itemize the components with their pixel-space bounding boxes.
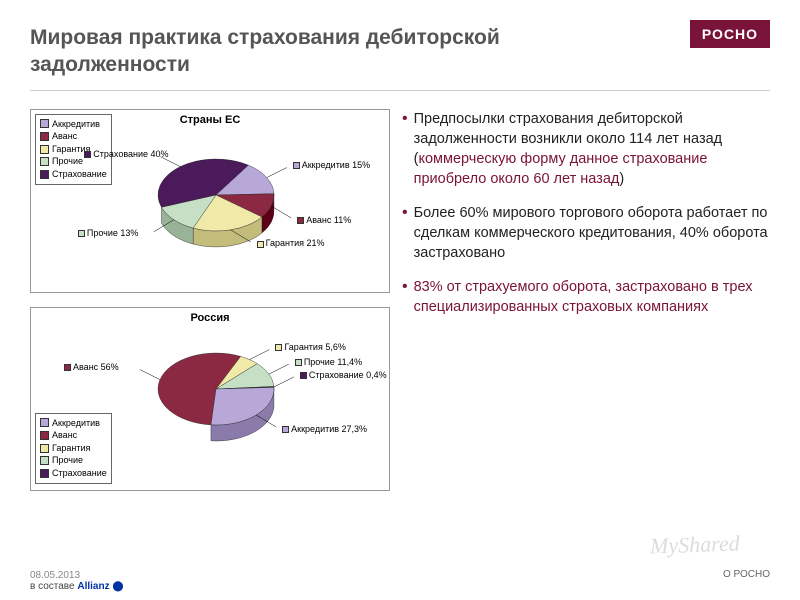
brand-logo: РОСНО (690, 20, 770, 48)
bullet-item: •83% от страхуемого оборота, застрахован… (402, 277, 770, 317)
pie-slice-label: Страхование 40% (84, 149, 168, 159)
legend-swatch (40, 431, 49, 440)
legend-swatch (40, 418, 49, 427)
chart-eu: Страны ЕС АккредитивАвансГарантияПрочиеС… (30, 109, 390, 293)
chart-eu-pie (151, 140, 281, 270)
bullet-text: Предпосылки страхования дебиторской задо… (414, 109, 770, 189)
footer-brand-prefix: в составе (30, 581, 77, 592)
bullet-text: 83% от страхуемого оборота, застраховано… (414, 277, 770, 317)
slide: РОСНО Мировая практика страхования дебит… (0, 0, 800, 600)
legend-item: Страхование (40, 467, 107, 480)
legend-item: Аванс (40, 130, 107, 143)
legend-swatch (40, 119, 49, 128)
bullet-item: •Предпосылки страхования дебиторской зад… (402, 109, 770, 189)
pie-slice-label: Аккредитив 15% (293, 160, 370, 170)
legend-label: Прочие (52, 454, 83, 467)
legend-item: Страхование (40, 168, 107, 181)
legend-item: Аккредитив (40, 417, 107, 430)
legend-label: Гарантия (52, 442, 90, 455)
pie-slice-label: Гарантия 21% (257, 238, 325, 248)
bullet-dot: • (402, 203, 408, 263)
pie-slice-label: Аванс 11% (297, 215, 351, 225)
chart-russia-title: Россия (35, 312, 385, 324)
pie-slice-label: Гарантия 5,6% (275, 342, 345, 352)
pie-slice-label: Прочие 13% (78, 228, 139, 238)
legend-item: Гарантия (40, 442, 107, 455)
footer-brand-name: Allianz (77, 581, 109, 592)
legend-item: Прочие (40, 454, 107, 467)
legend-swatch (40, 132, 49, 141)
bullet-text: Более 60% мирового торгового оборота раб… (414, 203, 770, 263)
legend-swatch (40, 456, 49, 465)
bullet-item: •Более 60% мирового торгового оборота ра… (402, 203, 770, 263)
chart-russia: Россия АккредитивАвансГарантияПрочиеСтра… (30, 307, 390, 491)
legend-label: Аккредитив (52, 417, 100, 430)
legend-label: Аккредитив (52, 118, 100, 131)
bullet-dot: • (402, 277, 408, 317)
legend-swatch (40, 145, 49, 154)
chart-russia-pie (151, 334, 281, 464)
legend-swatch (40, 444, 49, 453)
footer: 08.05.2013 в составе Allianz ⬤ (30, 570, 770, 592)
legend-swatch (40, 170, 49, 179)
legend-swatch (40, 469, 49, 478)
legend-label: Аванс (52, 130, 77, 143)
footer-date: 08.05.2013 (30, 570, 124, 581)
title-underline (30, 90, 770, 91)
bullets-column: •Предпосылки страхования дебиторской зад… (402, 109, 770, 491)
legend-item: Аккредитив (40, 118, 107, 131)
legend-label: Страхование (52, 467, 107, 480)
pie-slice-label: Аванс 56% (64, 362, 119, 372)
legend-swatch (40, 157, 49, 166)
page-title: Мировая практика страхования дебиторской… (30, 24, 530, 79)
chart-russia-legend: АккредитивАвансГарантияПрочиеСтрахование (35, 413, 112, 484)
footer-brand: в составе Allianz ⬤ (30, 581, 124, 592)
legend-label: Аванс (52, 429, 77, 442)
pie-slice-label: Страхование 0,4% (300, 370, 387, 380)
pie-slice-label: Прочие 11,4% (295, 357, 362, 367)
charts-column: Страны ЕС АккредитивАвансГарантияПрочиеС… (30, 109, 390, 491)
pie-slice-label: Аккредитив 27,3% (282, 424, 367, 434)
watermark: MyShared (650, 530, 740, 559)
content-row: Страны ЕС АккредитивАвансГарантияПрочиеС… (30, 109, 770, 491)
legend-label: Прочие (52, 155, 83, 168)
bullet-dot: • (402, 109, 408, 189)
legend-item: Аванс (40, 429, 107, 442)
legend-label: Страхование (52, 168, 107, 181)
